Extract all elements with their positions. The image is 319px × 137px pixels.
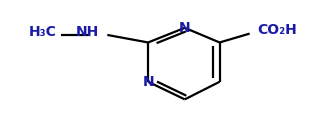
Text: CO₂H: CO₂H <box>257 23 297 37</box>
Text: N: N <box>179 21 191 35</box>
Text: N: N <box>142 75 154 89</box>
Text: H₃C: H₃C <box>28 25 56 39</box>
Text: NH: NH <box>76 25 100 39</box>
